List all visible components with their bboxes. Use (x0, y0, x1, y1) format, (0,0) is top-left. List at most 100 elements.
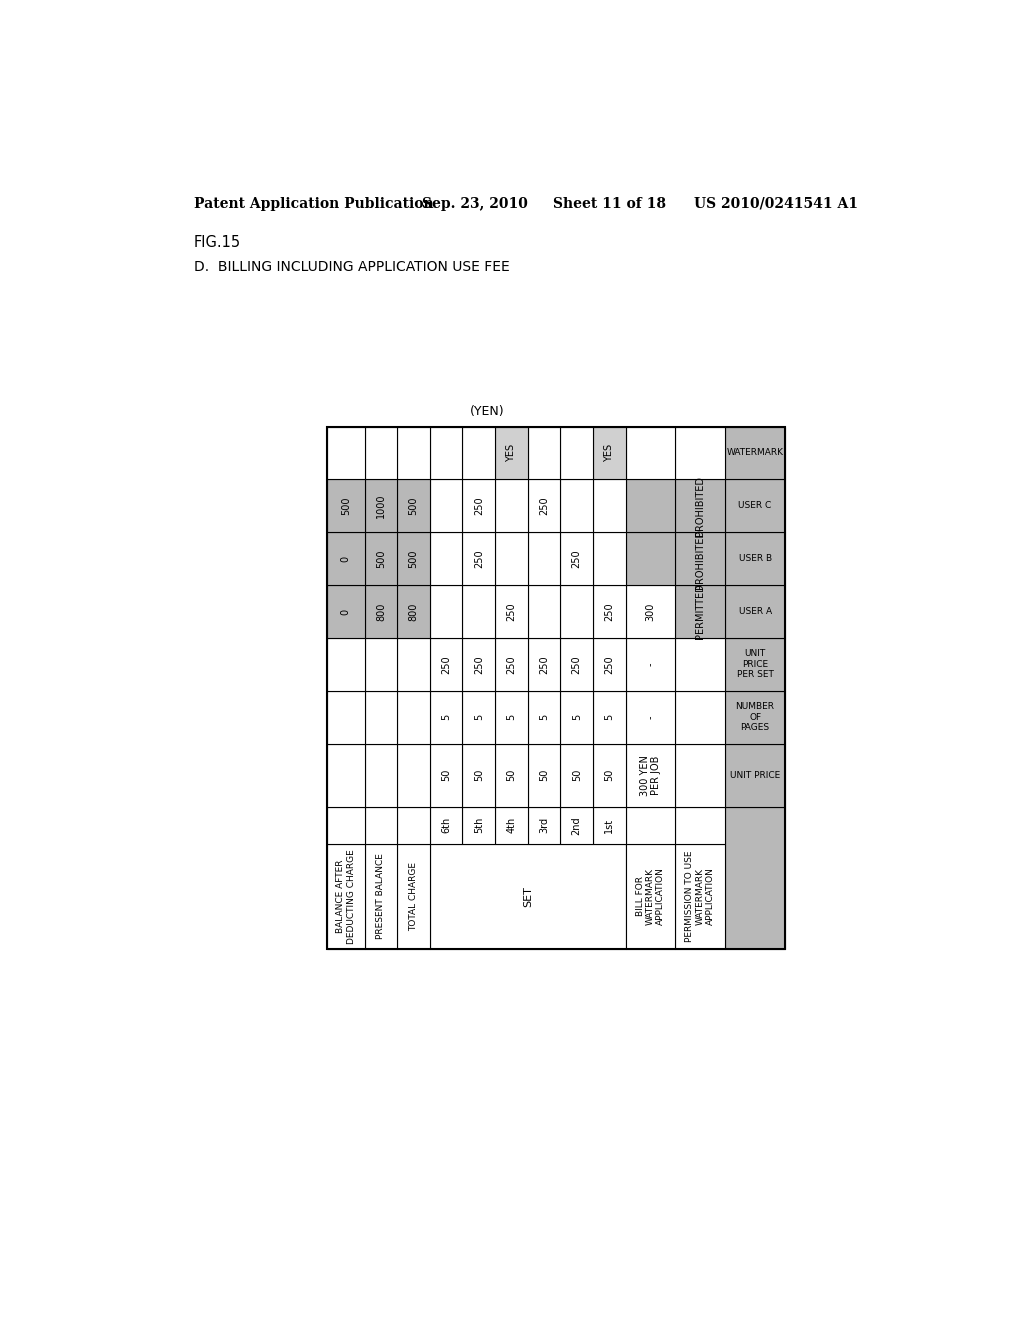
Polygon shape (527, 807, 560, 843)
Polygon shape (430, 426, 463, 479)
Polygon shape (675, 532, 725, 585)
Text: PERMISSION TO USE
WATERMARK
APPLICATION: PERMISSION TO USE WATERMARK APPLICATION (685, 850, 715, 942)
Text: WATERMARK: WATERMARK (727, 449, 783, 458)
Text: 250: 250 (571, 655, 582, 673)
Polygon shape (675, 638, 725, 690)
Polygon shape (593, 638, 626, 690)
Polygon shape (365, 743, 397, 807)
Text: YES: YES (604, 444, 614, 462)
Polygon shape (725, 479, 785, 532)
Text: 50: 50 (507, 770, 516, 781)
Text: Sep. 23, 2010: Sep. 23, 2010 (423, 197, 528, 211)
Polygon shape (397, 532, 430, 585)
Polygon shape (496, 807, 527, 843)
Polygon shape (327, 479, 365, 532)
Polygon shape (463, 426, 496, 479)
Polygon shape (463, 585, 496, 638)
Polygon shape (725, 426, 785, 479)
Polygon shape (626, 743, 675, 807)
Polygon shape (430, 638, 463, 690)
Polygon shape (365, 843, 397, 949)
Text: 300: 300 (645, 602, 655, 620)
Polygon shape (626, 843, 675, 949)
Polygon shape (397, 843, 430, 949)
Text: USER A: USER A (738, 607, 772, 616)
Text: (YEN): (YEN) (470, 405, 505, 418)
Polygon shape (560, 585, 593, 638)
Polygon shape (496, 479, 527, 532)
Text: UNIT
PRICE
PER SET: UNIT PRICE PER SET (736, 649, 773, 680)
Polygon shape (626, 638, 675, 690)
Polygon shape (675, 585, 725, 638)
Text: 5th: 5th (474, 817, 483, 833)
Polygon shape (365, 479, 397, 532)
Text: SET: SET (523, 886, 532, 907)
Polygon shape (593, 807, 626, 843)
Text: Sheet 11 of 18: Sheet 11 of 18 (553, 197, 666, 211)
Polygon shape (675, 690, 725, 743)
Polygon shape (725, 807, 785, 949)
Polygon shape (626, 426, 675, 479)
Text: YES: YES (507, 444, 516, 462)
Text: NUMBER
OF
PAGES: NUMBER OF PAGES (735, 702, 774, 733)
Polygon shape (496, 638, 527, 690)
Text: 800: 800 (376, 602, 386, 620)
Text: 50: 50 (571, 770, 582, 781)
Text: 5: 5 (539, 714, 549, 721)
Text: -: - (645, 663, 655, 667)
Polygon shape (327, 743, 365, 807)
Polygon shape (397, 690, 430, 743)
Polygon shape (593, 690, 626, 743)
Polygon shape (496, 426, 527, 479)
Polygon shape (593, 743, 626, 807)
Polygon shape (327, 638, 365, 690)
Polygon shape (430, 585, 463, 638)
Polygon shape (327, 585, 365, 638)
Polygon shape (527, 479, 560, 532)
Polygon shape (397, 638, 430, 690)
Polygon shape (593, 585, 626, 638)
Text: 3rd: 3rd (539, 817, 549, 833)
Polygon shape (527, 743, 560, 807)
Text: TOTAL CHARGE: TOTAL CHARGE (409, 862, 418, 931)
Polygon shape (675, 743, 725, 807)
Polygon shape (397, 807, 430, 843)
Polygon shape (527, 585, 560, 638)
Polygon shape (593, 532, 626, 585)
Polygon shape (397, 585, 430, 638)
Polygon shape (365, 532, 397, 585)
Text: 250: 250 (539, 655, 549, 673)
Text: 0: 0 (341, 556, 351, 562)
Polygon shape (365, 690, 397, 743)
Polygon shape (496, 585, 527, 638)
Text: BALANCE AFTER
DEDUCTING CHARGE: BALANCE AFTER DEDUCTING CHARGE (336, 849, 355, 944)
Polygon shape (397, 479, 430, 532)
Polygon shape (327, 532, 365, 585)
Text: PERMITTED: PERMITTED (695, 583, 706, 639)
Text: 50: 50 (441, 770, 452, 781)
Text: 800: 800 (409, 602, 419, 620)
Polygon shape (560, 532, 593, 585)
Text: PROHIBITED: PROHIBITED (695, 475, 706, 536)
Polygon shape (626, 690, 675, 743)
Text: 250: 250 (604, 655, 614, 673)
Text: -: - (645, 715, 655, 719)
Polygon shape (463, 638, 496, 690)
Polygon shape (327, 426, 365, 479)
Polygon shape (527, 532, 560, 585)
Polygon shape (463, 690, 496, 743)
Text: 250: 250 (571, 549, 582, 568)
Polygon shape (463, 532, 496, 585)
Polygon shape (365, 585, 397, 638)
Polygon shape (725, 638, 785, 690)
Text: 5: 5 (474, 714, 483, 721)
Text: 250: 250 (507, 655, 516, 673)
Polygon shape (496, 532, 527, 585)
Text: 2nd: 2nd (571, 816, 582, 834)
Polygon shape (725, 532, 785, 585)
Polygon shape (430, 743, 463, 807)
Text: D.  BILLING INCLUDING APPLICATION USE FEE: D. BILLING INCLUDING APPLICATION USE FEE (194, 260, 510, 275)
Polygon shape (725, 690, 785, 743)
Polygon shape (593, 479, 626, 532)
Text: 50: 50 (539, 770, 549, 781)
